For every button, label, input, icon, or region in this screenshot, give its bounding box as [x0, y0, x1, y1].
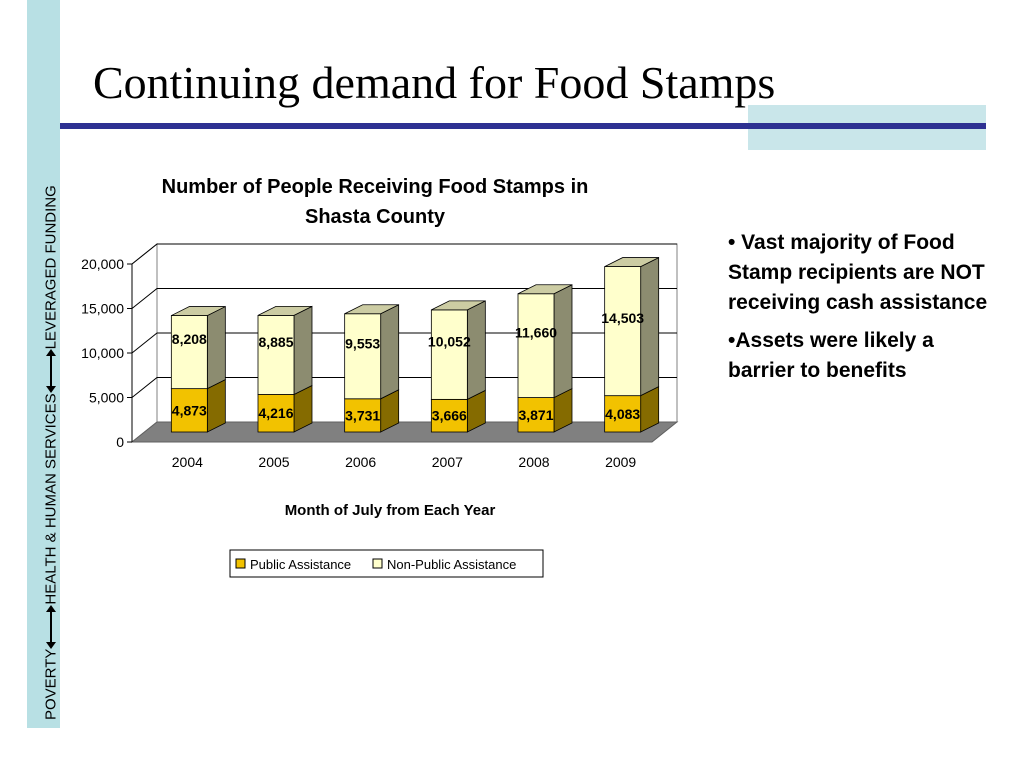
bullet-item: • Vast majority of Food Stamp recipients… — [728, 231, 988, 314]
legend-label: Non-Public Assistance — [387, 557, 516, 572]
y-tick-label: 20,000 — [81, 256, 124, 272]
bar-segment — [517, 397, 555, 433]
bar-segment — [430, 309, 468, 400]
bar-top — [257, 306, 313, 316]
bullet-list: • Vast majority of Food Stamp recipients… — [728, 228, 988, 394]
x-axis-title: Month of July from Each Year — [285, 502, 496, 519]
data-label: 4,873 — [172, 402, 207, 418]
stacked-bar-chart: Number of People Receiving Food Stamps i… — [81, 176, 679, 578]
bar-top — [171, 306, 226, 316]
bar-top — [517, 284, 573, 295]
y-tick-label: 5,000 — [89, 390, 124, 406]
data-label: 10,052 — [428, 334, 471, 350]
slide-title: Continuing demand for Food Stamps — [93, 57, 776, 108]
bar-top — [604, 257, 659, 267]
bar-segment — [344, 313, 382, 400]
sidebar-left-label: POVERTY — [42, 648, 60, 720]
bar-segment — [344, 398, 382, 433]
bar-side — [206, 305, 226, 390]
gridline — [131, 288, 677, 309]
bar-segment — [257, 315, 295, 395]
chart-title-line-2: Shasta County — [305, 206, 446, 228]
x-tick-label: 2008 — [518, 454, 549, 470]
bar-segment — [170, 315, 208, 390]
bar-top — [431, 300, 486, 311]
y-tick-label: 15,000 — [81, 301, 124, 317]
data-label: 9,553 — [345, 335, 380, 351]
legend-label: Public Assistance — [250, 557, 351, 572]
chart-title-line-1: Number of People Receiving Food Stamps i… — [162, 176, 589, 198]
bar-side — [380, 304, 400, 400]
legend-swatch — [235, 558, 246, 569]
plot-area: 0 5,000 10,000 15,000 20,000 2004 2005 2006 2007… — [81, 242, 679, 470]
bar-segment — [604, 266, 642, 397]
x-tick-label: 2006 — [345, 454, 376, 470]
bullet-item: •Assets were likely a barrier to benefit… — [728, 329, 934, 382]
data-label: 4,216 — [258, 405, 293, 421]
y-tick-label: 10,000 — [81, 345, 124, 361]
title-rule — [60, 123, 986, 129]
bar-side — [466, 300, 486, 401]
data-label: 3,731 — [345, 407, 380, 423]
sidebar-middle-label: HEALTH & HUMAN SERVICES — [42, 393, 60, 605]
double-arrow-icon — [50, 353, 53, 390]
x-tick-label: 2009 — [605, 454, 636, 470]
y-tick-label: 0 — [116, 434, 124, 450]
sidebar-right-label: LEVERAGED FUNDING — [42, 185, 60, 350]
legend-swatch — [372, 558, 383, 569]
sidebar-caption: POVERTY HEALTH & HUMAN SERVICES LEVERAGED … — [42, 185, 60, 720]
gridline — [131, 243, 677, 265]
legend: Public Assistance Non-Public Assistance — [229, 549, 544, 578]
bar-side — [293, 305, 313, 396]
data-label: 8,208 — [172, 331, 207, 347]
double-arrow-icon — [50, 608, 53, 645]
data-label: 11,660 — [515, 325, 557, 341]
legend-box — [229, 549, 544, 578]
bar-segment — [257, 394, 295, 433]
bar-segment — [604, 395, 642, 433]
data-label: 3,871 — [518, 407, 553, 423]
bar-segment — [517, 293, 555, 398]
x-tick-label: 2007 — [432, 454, 463, 470]
data-label: 8,885 — [258, 334, 293, 350]
bar-side — [553, 284, 573, 399]
bar-side — [640, 256, 660, 397]
data-label: 3,666 — [432, 408, 467, 424]
gridline — [131, 332, 677, 354]
x-tick-label: 2004 — [172, 454, 203, 470]
x-tick-label: 2005 — [258, 454, 289, 470]
gridline — [131, 377, 677, 398]
bar-top — [344, 304, 399, 315]
data-label: 14,503 — [601, 310, 644, 326]
data-label: 4,083 — [605, 406, 640, 422]
bar-segment — [430, 398, 468, 433]
